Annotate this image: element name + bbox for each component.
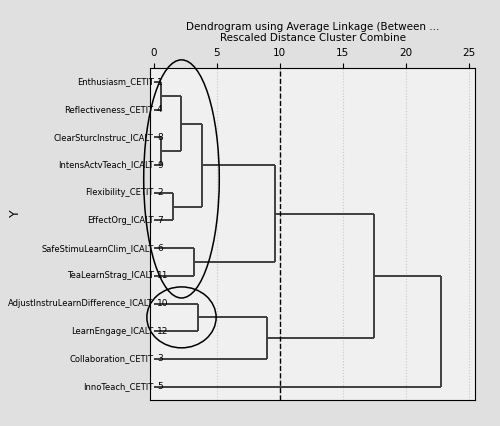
Text: LearnEngage_ICALT: LearnEngage_ICALT (72, 327, 154, 336)
Text: 5: 5 (157, 382, 162, 391)
Title: Dendrogram using Average Linkage (Between ...
Rescaled Distance Cluster Combine: Dendrogram using Average Linkage (Betwee… (186, 22, 439, 43)
Text: 6: 6 (157, 244, 162, 253)
Text: SafeStimuLearnClim_ICALT: SafeStimuLearnClim_ICALT (42, 244, 154, 253)
Text: 8: 8 (157, 133, 162, 142)
Text: AdjustInstruLearnDifference_ICALT: AdjustInstruLearnDifference_ICALT (8, 299, 154, 308)
Text: IntensActvTeach_ICALT: IntensActvTeach_ICALT (58, 161, 154, 170)
Text: Collaboration_CETIT: Collaboration_CETIT (70, 354, 154, 363)
Text: 4: 4 (157, 105, 162, 114)
Text: 10: 10 (157, 299, 168, 308)
Text: Y: Y (8, 209, 22, 217)
Text: 1: 1 (157, 78, 162, 86)
Text: 3: 3 (157, 354, 162, 363)
Text: InnoTeach_CETIT: InnoTeach_CETIT (84, 382, 154, 391)
Text: TeaLearnStrag_ICALT: TeaLearnStrag_ICALT (66, 271, 154, 280)
Text: Flexibility_CETIT: Flexibility_CETIT (86, 188, 154, 197)
Text: 9: 9 (157, 161, 162, 170)
Text: 11: 11 (157, 271, 168, 280)
Text: 7: 7 (157, 216, 162, 225)
Text: 12: 12 (157, 327, 168, 336)
Text: Reflectiveness_CETIT: Reflectiveness_CETIT (64, 105, 154, 114)
Text: ClearSturcInstruc_ICALT: ClearSturcInstruc_ICALT (54, 133, 154, 142)
Text: EffectOrg_ICALT: EffectOrg_ICALT (87, 216, 154, 225)
Text: Enthusiasm_CETIT: Enthusiasm_CETIT (77, 78, 154, 86)
Text: 2: 2 (157, 188, 162, 197)
